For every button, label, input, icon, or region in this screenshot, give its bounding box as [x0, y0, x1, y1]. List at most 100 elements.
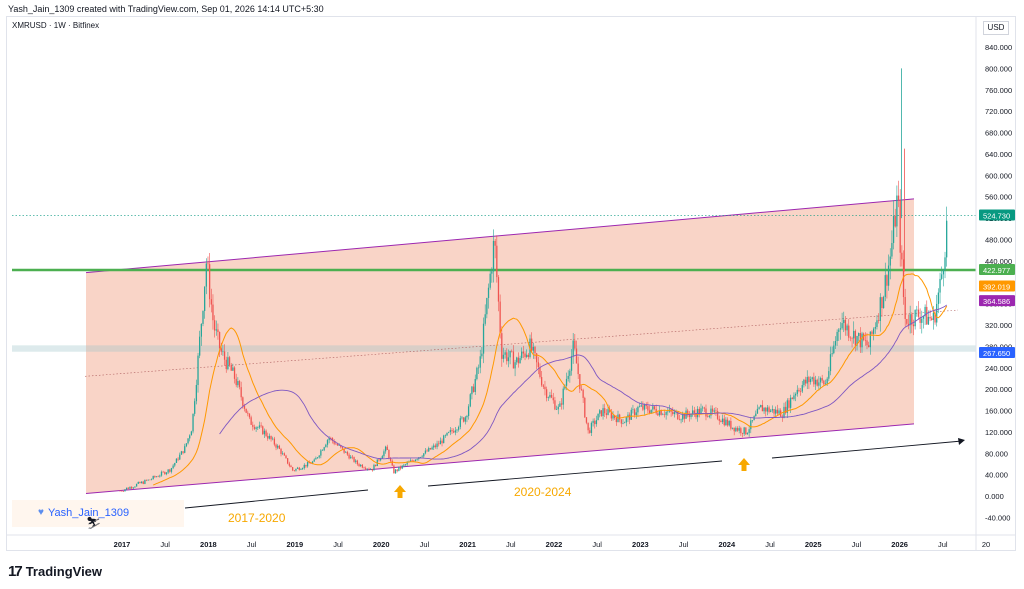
candle-body [255, 427, 257, 429]
trend-arrow-head [958, 438, 965, 445]
candle-body [378, 459, 380, 461]
candle-body [335, 443, 337, 445]
candle-body [265, 430, 267, 436]
candle-body [776, 409, 779, 414]
x-tick-label: 2019 [286, 540, 303, 549]
x-tick-label: 2026 [891, 540, 908, 549]
candle-body [160, 471, 163, 476]
y-tick-label: 240.000 [985, 364, 1012, 373]
candle-body [602, 408, 604, 417]
candle-body [449, 430, 451, 433]
candle-body [705, 408, 707, 417]
x-tick-label: Jul [592, 540, 602, 549]
candle-body [320, 450, 322, 456]
candle-body [597, 413, 599, 421]
candle-body [831, 353, 833, 355]
candle-body [511, 350, 513, 352]
candle-body [356, 460, 359, 465]
candle-body [834, 341, 837, 346]
x-tick-label: Jul [938, 540, 948, 549]
x-tick-label: Jul [247, 540, 257, 549]
x-tick-label: 2025 [805, 540, 822, 549]
candle-body [590, 422, 593, 433]
candle-body [275, 444, 277, 448]
candle-body [501, 333, 503, 359]
candle-body [351, 456, 354, 458]
candle-body [282, 453, 284, 455]
period-annotation: 2017-2020 [228, 511, 286, 525]
candle-body [142, 481, 144, 484]
candle-body [119, 490, 121, 492]
candle-body [333, 440, 335, 444]
candle-body [881, 297, 883, 309]
candle-body [323, 447, 325, 451]
candle-body [677, 411, 679, 420]
candle-body [134, 486, 136, 488]
candle-body [627, 414, 629, 418]
candle-body [560, 403, 563, 405]
candle-body [353, 457, 355, 462]
candle-body [941, 274, 943, 279]
candle-body [401, 465, 403, 469]
candle-body [673, 412, 676, 415]
price-label-box [979, 347, 1015, 359]
candle-body [728, 420, 730, 426]
candle-body [441, 440, 443, 444]
candle-body [311, 461, 314, 464]
candle-body [746, 432, 749, 435]
candle-body [818, 382, 820, 386]
candle-body [552, 397, 554, 401]
candle-body [819, 378, 822, 383]
currency-label[interactable]: USD [983, 21, 1009, 35]
candle-body [773, 409, 775, 414]
candle-body [703, 407, 705, 409]
candle-body [726, 419, 729, 426]
candle-body [718, 418, 720, 421]
candle-body [426, 450, 428, 452]
candle-body [607, 409, 609, 415]
candle-body [363, 467, 365, 469]
candle-body [725, 419, 727, 426]
candle-body [833, 345, 835, 354]
candle-body [127, 487, 129, 489]
x-tick-label: Jul [333, 540, 343, 549]
candle-body [189, 435, 191, 439]
price-label: 267.650 [983, 349, 1010, 358]
candle-body [434, 445, 437, 448]
channel-fill [86, 198, 914, 494]
y-tick-label: 600.000 [985, 171, 1012, 180]
candle-body [615, 417, 617, 423]
candle-body [536, 353, 538, 363]
candle-body [305, 464, 307, 467]
brand[interactable]: 17 TradingView [8, 563, 102, 580]
candle-body [589, 430, 591, 433]
y-tick-label: 80.000 [985, 449, 1008, 458]
candle-body [849, 337, 852, 339]
candle-body [371, 469, 373, 471]
candle-body [791, 397, 793, 399]
candle-body [630, 409, 632, 420]
candle-body [446, 432, 448, 436]
candle-body [190, 431, 193, 436]
y-tick-label: 560.000 [985, 193, 1012, 202]
candle-body [443, 435, 445, 444]
candle-body [916, 309, 918, 311]
candle-body [643, 404, 646, 410]
candle-body [506, 352, 508, 362]
symbol-info[interactable]: XMRUSD · 1W · Bitfinex [12, 21, 100, 30]
x-tick-label: Jul [506, 540, 516, 549]
candle-body [165, 472, 168, 475]
candle-body [736, 427, 739, 431]
candle-body [698, 408, 700, 415]
candle-body [218, 332, 221, 349]
candle-body [683, 414, 686, 419]
brand-name: TradingView [25, 564, 103, 579]
candle-body [775, 409, 777, 414]
candle-body [921, 318, 923, 323]
candle-body [936, 303, 938, 323]
candle-body [778, 410, 780, 414]
candle-body [374, 464, 377, 467]
x-tick-label: Jul [420, 540, 430, 549]
candle-body [688, 414, 691, 418]
